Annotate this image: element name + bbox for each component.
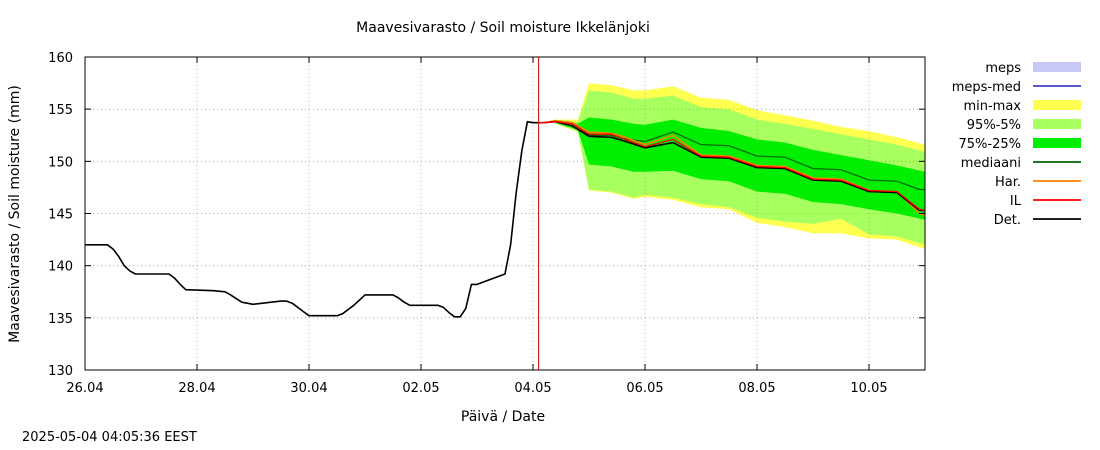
legend-swatch-p75_25 bbox=[1033, 138, 1081, 148]
x-tick-label: 10.05 bbox=[850, 381, 887, 396]
y-tick-label: 145 bbox=[48, 208, 73, 223]
x-tick-label: 04.05 bbox=[514, 381, 551, 396]
x-axis-ticks: 26.04 28.04 30.04 02.05 04.05 06.05 08.05 10.05 bbox=[66, 57, 888, 396]
x-tick-label: 08.05 bbox=[738, 381, 775, 396]
y-tick-label: 155 bbox=[48, 103, 73, 118]
y-tick-label: 150 bbox=[48, 155, 73, 170]
legend-label-har: Har. bbox=[995, 175, 1021, 190]
x-tick-label: 30.04 bbox=[290, 381, 327, 396]
grid-lines bbox=[85, 57, 925, 370]
timestamp: 2025-05-04 04:05:36 EEST bbox=[22, 430, 197, 445]
x-tick-label: 02.05 bbox=[402, 381, 439, 396]
legend-label-p75_25: 75%-25% bbox=[959, 137, 1021, 152]
legend-label-meps: meps bbox=[985, 61, 1021, 76]
legend: meps meps-med min-max 95%-5% 75%-25% mediaani… bbox=[952, 61, 1081, 228]
y-tick-label: 140 bbox=[48, 260, 73, 275]
y-tick-label: 135 bbox=[48, 312, 73, 327]
legend-label-il: IL bbox=[1010, 194, 1022, 209]
x-tick-label: 26.04 bbox=[66, 381, 103, 396]
legend-swatch-p95_5 bbox=[1033, 119, 1081, 129]
legend-label-meps_med: meps-med bbox=[952, 80, 1021, 95]
x-tick-label: 06.05 bbox=[626, 381, 663, 396]
forecast-bands bbox=[555, 83, 925, 249]
legend-label-det: Det. bbox=[994, 213, 1021, 228]
series-line-il bbox=[538, 121, 926, 212]
x-axis-label: Päivä / Date bbox=[461, 409, 545, 425]
series-line-det bbox=[85, 120, 925, 318]
series-lines bbox=[85, 119, 926, 318]
y-axis-ticks: 130 135 140 145 150 155 160 bbox=[48, 51, 925, 379]
legend-swatch-minmax bbox=[1033, 100, 1081, 110]
y-axis-label: Maavesivarasto / Soil moisture (mm) bbox=[7, 85, 23, 343]
y-tick-label: 130 bbox=[48, 364, 73, 379]
legend-swatch-meps bbox=[1033, 62, 1081, 72]
legend-label-p95_5: 95%-5% bbox=[967, 118, 1021, 133]
legend-label-minmax: min-max bbox=[963, 99, 1021, 114]
chart-title: Maavesivarasto / Soil moisture Ikkelänjo… bbox=[356, 20, 650, 36]
x-tick-label: 28.04 bbox=[178, 381, 215, 396]
y-tick-label: 160 bbox=[48, 51, 73, 66]
legend-label-mediaani: mediaani bbox=[961, 156, 1021, 171]
